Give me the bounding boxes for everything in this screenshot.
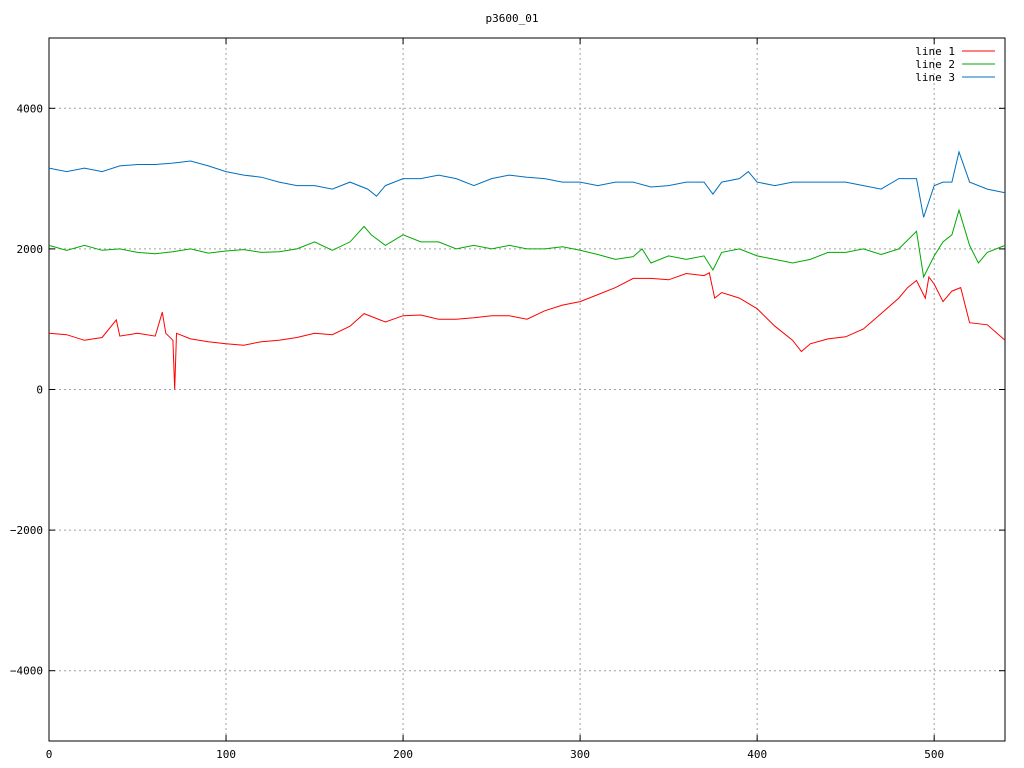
- y-axis: −4000 −2000 0 2000 4000: [10, 102, 1005, 678]
- series-line-2: [48, 208, 1006, 279]
- legend-label-2: line 2: [915, 58, 955, 71]
- x-tick-label: 200: [393, 748, 413, 761]
- chart-title: p3600_01: [486, 12, 539, 25]
- y-tick-label: −4000: [10, 665, 43, 678]
- grid: [49, 38, 1005, 741]
- x-tick-label: 100: [216, 748, 236, 761]
- series-line-1: [48, 272, 1006, 390]
- x-tick-label: 300: [570, 748, 590, 761]
- x-axis: 0 100 200 300 400 500: [46, 38, 944, 761]
- y-tick-label: −2000: [10, 524, 43, 537]
- series-line-3: [48, 150, 1006, 218]
- legend-label-3: line 3: [915, 71, 955, 84]
- x-tick-label: 400: [747, 748, 767, 761]
- x-tick-label: 0: [46, 748, 53, 761]
- plot-frame: [48, 37, 1006, 742]
- x-tick-label: 500: [924, 748, 944, 761]
- y-tick-label: 2000: [17, 243, 44, 256]
- legend-label-1: line 1: [915, 45, 955, 58]
- series-group: [48, 150, 1006, 390]
- y-tick-label: 0: [36, 384, 43, 397]
- y-tick-label: 4000: [17, 102, 44, 115]
